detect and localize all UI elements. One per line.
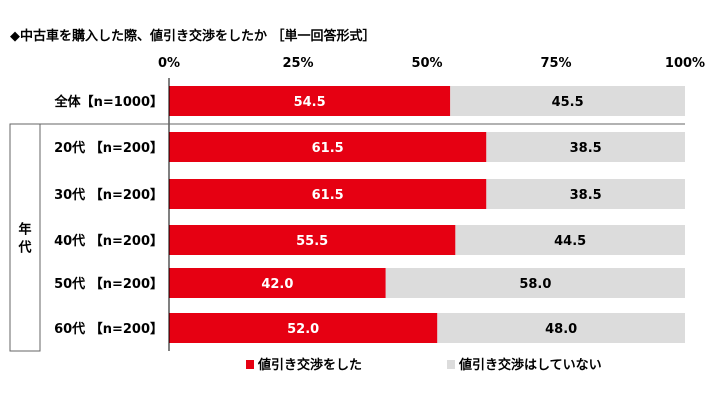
legend-label: 値引き交渉はしていない [458, 357, 602, 373]
bar-not-negotiated [450, 86, 685, 116]
bar-area: 54.5 45.5 61.5 38.5 61.5 38.5 55.5 44.5 42.0 58.0… [10, 78, 685, 351]
legend-swatch [447, 360, 455, 369]
x-tick-label: 0% [158, 56, 180, 71]
bar-negotiated [169, 313, 438, 343]
x-tick-label: 100% [665, 56, 705, 71]
bar-negotiated [169, 179, 487, 209]
legend-label: 値引き交渉をした [257, 357, 362, 373]
bar-value-label: 61.5 [312, 141, 344, 156]
x-tick-label: 75% [540, 56, 571, 71]
bar-value-label: 61.5 [312, 188, 344, 203]
bar-value-label: 44.5 [554, 234, 586, 249]
bar-negotiated [169, 225, 456, 255]
x-axis-ticks: 0% 25% 50% 75% 100% [158, 56, 705, 71]
bar-not-negotiated [486, 179, 685, 209]
bar-not-negotiated [437, 313, 685, 343]
bar-value-label: 58.0 [519, 277, 551, 292]
bar-value-label: 48.0 [545, 322, 577, 337]
bar-value-label: 54.5 [294, 95, 326, 110]
category-label: 60代 【n=200】 [54, 321, 163, 337]
bar-negotiated [169, 86, 451, 116]
category-labels: 全体【n=1000】 20代 【n=200】 30代 【n=200】 40代 【n=2… [54, 94, 163, 337]
x-tick-label: 50% [411, 56, 442, 71]
age-group-bracket: 年代 [9, 123, 41, 352]
age-group-label: 年代 [17, 222, 31, 256]
chart-title: ◆中古車を購入した際、値引き交渉をしたか ［単一回答形式］ [10, 28, 376, 44]
x-tick-label: 25% [282, 56, 313, 71]
bar-negotiated [169, 268, 386, 298]
bar-negotiated [169, 132, 487, 162]
bar-value-label: 45.5 [552, 95, 584, 110]
bar-not-negotiated [486, 132, 685, 162]
category-label: 全体【n=1000】 [54, 94, 163, 110]
bar-value-label: 38.5 [570, 188, 602, 203]
bar-value-label: 55.5 [296, 234, 328, 249]
category-label: 30代 【n=200】 [54, 187, 163, 203]
category-label: 50代 【n=200】 [54, 276, 163, 292]
bar-value-label: 38.5 [570, 141, 602, 156]
bar-value-label: 42.0 [261, 277, 293, 292]
category-label: 40代 【n=200】 [54, 233, 163, 249]
age-group-box [9, 123, 41, 352]
legend: 値引き交渉をした 値引き交渉はしていない [246, 357, 602, 373]
category-label: 20代 【n=200】 [54, 140, 163, 156]
bar-not-negotiated [385, 268, 685, 298]
legend-swatch [246, 360, 254, 369]
bar-value-label: 52.0 [287, 322, 319, 337]
bar-not-negotiated [455, 225, 685, 255]
